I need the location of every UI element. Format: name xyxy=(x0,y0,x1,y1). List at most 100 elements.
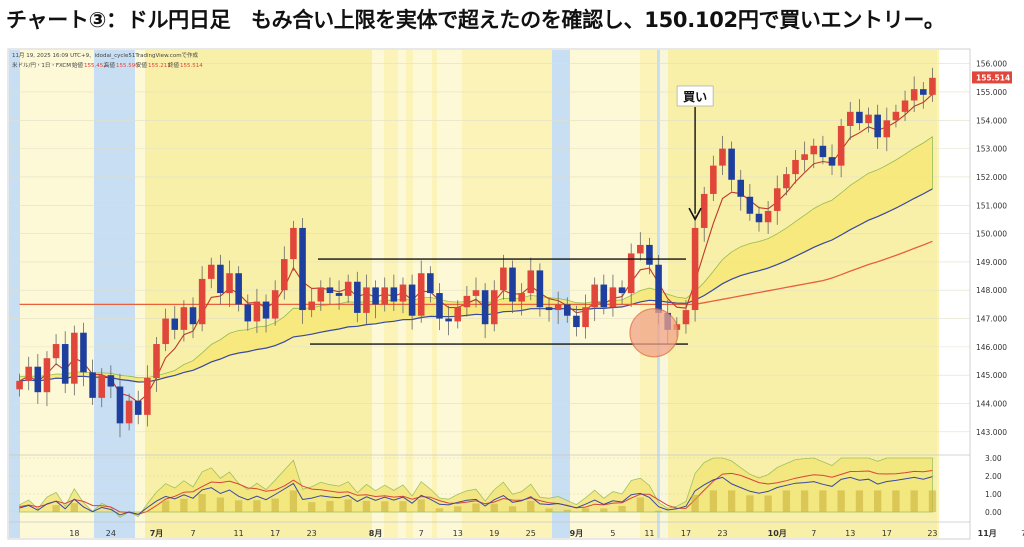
bullish-candle xyxy=(290,227,297,260)
bullish-candle xyxy=(198,278,206,325)
bullish-candle xyxy=(71,332,78,384)
price-tick-label: 156.000 xyxy=(976,60,1007,69)
price-tick-label: 152.000 xyxy=(976,173,1007,182)
bearish-candle xyxy=(874,114,881,138)
bearish-candle xyxy=(564,304,571,316)
bearish-candle xyxy=(89,372,96,398)
bearish-candle xyxy=(445,318,452,322)
date-tick-label: 23 xyxy=(717,529,727,538)
bearish-candle xyxy=(573,315,580,328)
bullish-candle xyxy=(281,259,288,291)
price-tick-label: 145.000 xyxy=(976,371,1007,380)
date-tick-label: 25 xyxy=(526,529,536,538)
bullish-candle xyxy=(719,148,726,166)
price-tick-label: 143.000 xyxy=(976,428,1007,437)
ohlc-value: 155.452 xyxy=(84,63,107,69)
osc-bar xyxy=(819,490,827,512)
date-tick-label: 7 xyxy=(419,529,424,538)
osc-tick-label: 2.00 xyxy=(985,472,1002,481)
bearish-candle xyxy=(655,264,662,313)
osc-bar xyxy=(399,501,407,512)
bearish-candle xyxy=(646,244,653,265)
buy-arrow-head xyxy=(688,207,702,222)
bullish-candle xyxy=(691,227,699,311)
bullish-candle xyxy=(226,273,233,294)
bg-blue-band xyxy=(552,50,570,538)
osc-bar xyxy=(271,498,279,512)
bg-blue-band xyxy=(9,50,20,538)
price-tick-label: 146.000 xyxy=(976,343,1007,352)
bullish-candle xyxy=(582,307,589,328)
bullish-candle xyxy=(463,295,471,308)
bullish-candle xyxy=(801,154,808,160)
bullish-candle xyxy=(381,287,388,305)
osc-bar xyxy=(417,499,425,512)
price-tick-label: 153.000 xyxy=(976,145,1007,154)
osc-bar xyxy=(180,498,188,512)
bullish-candle xyxy=(399,284,407,302)
bg-blue-band xyxy=(94,50,135,538)
date-tick-label: 23 xyxy=(307,529,317,538)
bearish-candle xyxy=(509,267,516,302)
osc-bar xyxy=(454,506,462,512)
osc-bar xyxy=(746,495,754,512)
bearish-candle xyxy=(235,273,242,305)
bg-strong-band xyxy=(145,50,372,538)
osc-bar xyxy=(910,490,918,512)
price-tick-label: 147.000 xyxy=(976,315,1007,324)
osc-bar xyxy=(727,490,736,512)
osc-bar xyxy=(837,490,845,512)
osc-bar xyxy=(52,505,60,512)
bearish-candle xyxy=(920,89,927,95)
bullish-candle xyxy=(929,77,936,95)
osc-bar xyxy=(435,508,444,512)
candlesticks xyxy=(16,67,936,438)
osc-bar xyxy=(161,500,170,512)
bullish-candle xyxy=(344,281,352,296)
price-tick-label: 149.000 xyxy=(976,258,1007,267)
bullish-candle xyxy=(317,287,325,302)
osc-bar xyxy=(326,501,334,512)
date-tick-label: 9月 xyxy=(570,529,584,538)
bullish-candle xyxy=(162,318,169,345)
highlight-circle xyxy=(629,308,679,358)
bullish-candle xyxy=(609,287,617,308)
osc-bar xyxy=(563,509,571,512)
bearish-candle xyxy=(600,284,608,308)
bearish-candle xyxy=(326,287,334,294)
oscillator-panel xyxy=(9,454,970,518)
date-tick-label: 7 xyxy=(811,529,816,538)
osc-bar xyxy=(508,506,517,512)
bearish-candle xyxy=(436,293,443,319)
bullish-candle xyxy=(144,378,151,415)
price-tick-label: 148.000 xyxy=(976,286,1007,295)
bullish-candle xyxy=(518,293,525,302)
osc-bar xyxy=(344,499,352,512)
date-tick-label: 17 xyxy=(681,529,691,538)
bullish-candle xyxy=(180,307,188,330)
bg-strong-band xyxy=(668,50,937,538)
chart-header: 11月 19, 2025 16:09 UTC+9、idodai_cycle51T… xyxy=(12,51,203,69)
bullish-candle xyxy=(253,301,261,322)
chart-frame xyxy=(7,48,971,540)
date-tick-label: 13 xyxy=(845,529,855,538)
bullish-candle xyxy=(490,290,498,325)
bullish-candle xyxy=(700,193,708,228)
price-tick-label: 151.000 xyxy=(976,201,1007,210)
osc-bar xyxy=(855,490,864,512)
osc-tick-label: 3.00 xyxy=(985,454,1002,463)
bullish-candle xyxy=(783,174,790,189)
osc-bar xyxy=(892,490,900,512)
bullish-candle xyxy=(837,125,845,166)
date-tick-label: 11月 xyxy=(978,529,997,538)
date-tick-label: 5 xyxy=(610,529,615,538)
osc-bar xyxy=(198,494,206,512)
bullish-candle xyxy=(901,100,909,112)
bullish-candle xyxy=(792,159,799,175)
date-tick-label: 17 xyxy=(270,529,280,538)
buy-label: 買い xyxy=(683,90,707,104)
bearish-candle xyxy=(61,344,69,384)
osc-bar xyxy=(490,503,498,512)
bullish-candle xyxy=(52,344,60,359)
osc-bar xyxy=(472,503,480,512)
